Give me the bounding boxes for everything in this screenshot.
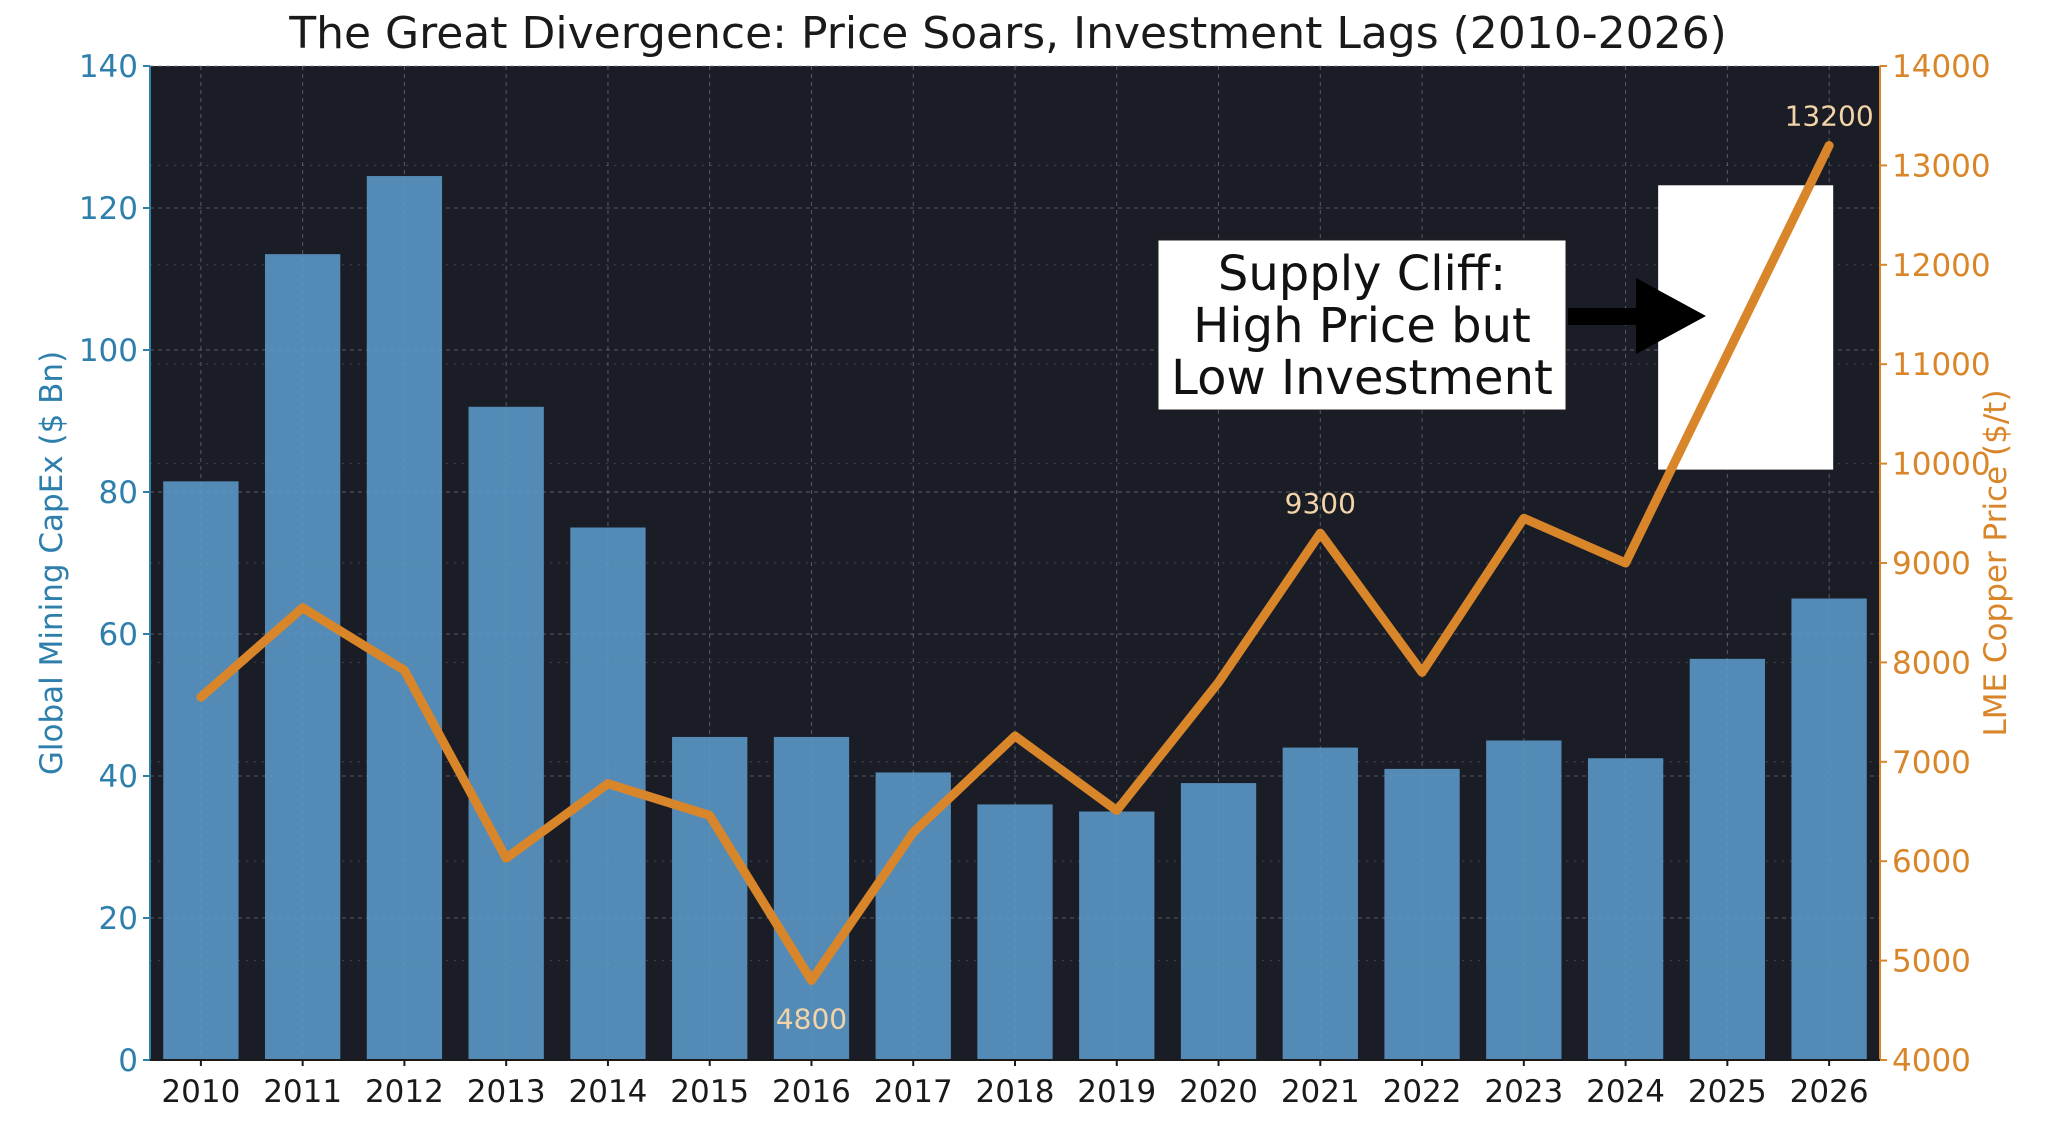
tick-right-11000: 11000 — [1892, 347, 1991, 383]
tick-x-2019: 2019 — [1077, 1074, 1156, 1110]
price-line — [196, 141, 1834, 985]
tick-x-2016: 2016 — [772, 1074, 851, 1110]
bar-2010 — [163, 481, 239, 1061]
tick-x-2023: 2023 — [1484, 1074, 1563, 1110]
bar-2020 — [1180, 783, 1257, 1060]
tick-left-40: 40 — [99, 759, 138, 795]
tick-right-14000: 14000 — [1892, 49, 1991, 85]
tick-x-2013: 2013 — [467, 1074, 546, 1110]
tick-right-9000: 9000 — [1892, 546, 1971, 582]
tick-right-13000: 13000 — [1892, 148, 1991, 184]
tick-right-7000: 7000 — [1892, 745, 1971, 781]
tick-x-2025: 2025 — [1688, 1074, 1767, 1110]
tick-left-100: 100 — [79, 333, 138, 369]
tick-x-2012: 2012 — [365, 1074, 444, 1110]
bar-2018 — [977, 804, 1053, 1060]
tick-right-12000: 12000 — [1892, 248, 1991, 284]
bar-2011 — [264, 254, 341, 1060]
annotation-line-1: Supply Cliff: — [1218, 246, 1506, 302]
bar-2026 — [1791, 598, 1867, 1060]
bar-2025 — [1689, 658, 1766, 1060]
bar-2022 — [1384, 768, 1460, 1060]
ticks-layer: 0 20 40 60 80 100 120 140 4000 5000 6000 7000 8000 90… — [79, 49, 1991, 1110]
tick-right-8000: 8000 — [1892, 645, 1971, 681]
tick-x-2017: 2017 — [874, 1074, 953, 1110]
annotation-arrow — [1568, 278, 1706, 354]
point-label-13200: 13200 — [1785, 100, 1874, 133]
tick-left-20: 20 — [99, 901, 138, 937]
bar-2012 — [366, 176, 443, 1061]
tick-right-10000: 10000 — [1892, 447, 1991, 483]
tick-right-5000: 5000 — [1892, 944, 1971, 980]
bar-2019 — [1079, 811, 1155, 1060]
annotation-line-2: High Price but — [1193, 298, 1531, 354]
tick-left-140: 140 — [79, 49, 138, 85]
y-axis-left-label: Global Mining CapEx ($ Bn) — [34, 351, 70, 775]
annotation-line-3: Low Investment — [1171, 350, 1553, 406]
labels-layer: 4800 9300 13200 — [776, 100, 1874, 1036]
point-label-4800: 4800 — [776, 1002, 847, 1035]
tick-x-2015: 2015 — [670, 1074, 749, 1110]
tick-right-6000: 6000 — [1892, 844, 1971, 880]
bar-2013 — [468, 406, 544, 1060]
tick-x-2026: 2026 — [1790, 1074, 1869, 1110]
point-label-9300: 9300 — [1285, 487, 1356, 520]
bar-2021 — [1282, 747, 1358, 1060]
tick-x-2018: 2018 — [976, 1074, 1055, 1110]
bar-2017 — [875, 772, 951, 1060]
tick-left-60: 60 — [99, 617, 138, 653]
bar-2016 — [773, 736, 850, 1060]
tick-left-120: 120 — [79, 191, 138, 227]
tick-x-2010: 2010 — [161, 1074, 240, 1110]
bar-2015 — [672, 736, 748, 1060]
tick-x-2011: 2011 — [263, 1074, 342, 1110]
bars-layer — [163, 176, 1867, 1061]
tick-right-4000: 4000 — [1892, 1043, 1971, 1079]
y-axis-right-label: LME Copper Price ($/t) — [1978, 389, 2014, 736]
tick-x-2022: 2022 — [1383, 1074, 1462, 1110]
tick-left-80: 80 — [99, 475, 138, 511]
highlight-layer — [1658, 185, 1834, 470]
tick-x-2024: 2024 — [1586, 1074, 1665, 1110]
tick-x-2020: 2020 — [1179, 1074, 1258, 1110]
annotation-box — [1157, 239, 1567, 411]
bar-2023 — [1486, 740, 1562, 1060]
tick-x-2014: 2014 — [568, 1074, 647, 1110]
annotation-layer: Supply Cliff: High Price but Low Investm… — [1157, 239, 1706, 411]
line-layer — [196, 141, 1834, 985]
tick-left-0: 0 — [118, 1043, 138, 1079]
chart-title: The Great Divergence: Price Soars, Inves… — [288, 8, 1727, 59]
tick-x-2021: 2021 — [1281, 1074, 1360, 1110]
highlight-box — [1658, 185, 1834, 470]
bar-2024 — [1587, 758, 1664, 1060]
